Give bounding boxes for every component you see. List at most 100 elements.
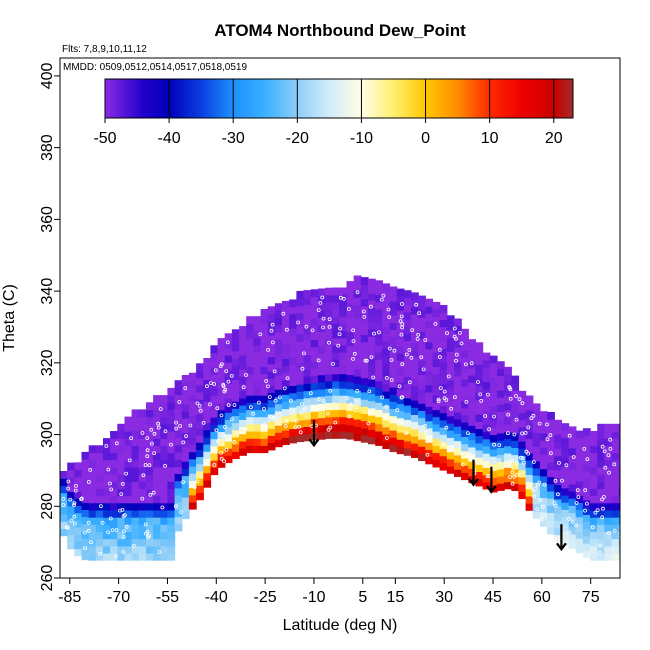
heatmap-cell <box>117 459 126 468</box>
observation-point <box>400 322 405 326</box>
observation-point <box>140 431 145 435</box>
heatmap-cell <box>539 490 548 498</box>
observation-point <box>72 503 76 507</box>
observation-point <box>442 396 447 401</box>
heatmap-cell <box>368 278 376 287</box>
heatmap-cell <box>382 347 391 356</box>
heatmap-cell <box>389 386 398 395</box>
heatmap-cell <box>590 495 598 504</box>
observation-point <box>387 346 392 351</box>
heatmap-cell <box>282 394 290 402</box>
heatmap-cell <box>511 483 520 491</box>
heatmap-cell <box>117 438 126 446</box>
heatmap-cell <box>188 430 197 438</box>
heatmap-cell <box>325 323 333 332</box>
heatmap-cell <box>618 474 620 482</box>
heatmap-cell <box>360 413 369 422</box>
heatmap-cell <box>368 343 376 351</box>
heatmap-cell <box>382 441 391 449</box>
heatmap-cell <box>146 466 154 475</box>
heatmap-cell <box>454 390 462 398</box>
heatmap-cell <box>246 409 254 418</box>
heatmap-cell <box>468 396 477 405</box>
heatmap-cell <box>303 318 312 327</box>
heatmap-cell <box>203 422 212 431</box>
heatmap-cell <box>411 328 419 337</box>
heatmap-cell <box>511 397 520 405</box>
heatmap-cell <box>382 376 391 385</box>
heatmap-cell <box>181 461 190 469</box>
observation-point <box>86 520 91 525</box>
heatmap-cell <box>317 403 326 411</box>
heatmap-cell <box>618 531 620 540</box>
heatmap-cell <box>403 326 412 334</box>
heatmap-cell <box>532 410 541 419</box>
heatmap-cell <box>554 470 562 478</box>
observation-point <box>541 504 545 509</box>
heatmap-cell <box>74 498 83 506</box>
observation-point <box>492 414 496 419</box>
heatmap-cell <box>81 530 90 539</box>
heatmap-cell <box>160 517 169 525</box>
heatmap-cell <box>174 487 183 496</box>
heatmap-cell <box>604 481 613 489</box>
observation-point <box>294 418 299 423</box>
observation-point <box>346 307 351 311</box>
observation-point <box>371 375 376 380</box>
heatmap-cell <box>246 352 254 360</box>
heatmap-cell <box>346 374 355 383</box>
heatmap-cell <box>81 473 90 482</box>
heatmap-cell <box>231 422 240 431</box>
observation-point <box>364 358 369 363</box>
observation-point <box>66 479 71 484</box>
heatmap-cell <box>260 316 269 324</box>
heatmap-cell <box>289 378 297 386</box>
heatmap-cell <box>181 389 190 398</box>
observation-point <box>331 361 335 366</box>
heatmap-cell <box>181 475 190 484</box>
heatmap-cell <box>346 281 355 289</box>
descent-arrow-head <box>308 438 320 448</box>
observation-point <box>510 470 515 475</box>
heatmap-cell <box>482 445 491 454</box>
heatmap-cell <box>124 445 133 454</box>
heatmap-cell <box>382 369 391 378</box>
observation-point <box>197 403 202 408</box>
heatmap-cell <box>368 300 376 308</box>
heatmap-cell <box>203 415 212 424</box>
heatmap-cell <box>138 409 147 418</box>
observation-point <box>387 315 392 319</box>
heatmap-cell <box>618 488 620 497</box>
heatmap-cell <box>547 462 555 470</box>
observation-point <box>293 425 298 430</box>
observation-point <box>476 380 480 384</box>
heatmap-cell <box>461 343 469 351</box>
heatmap-cell <box>525 395 534 404</box>
heatmap-cell <box>582 435 591 444</box>
heatmap-cell <box>289 349 297 358</box>
heatmap-cell <box>138 495 147 504</box>
heatmap-cell <box>382 405 391 414</box>
heatmap-cell <box>260 373 269 382</box>
heatmap-cell <box>296 312 305 321</box>
observation-point <box>69 518 74 523</box>
observation-point <box>537 421 542 426</box>
heatmap-cell <box>224 397 233 406</box>
heatmap-cell <box>246 366 254 375</box>
heatmap-cell <box>547 440 555 449</box>
heatmap-cell <box>346 360 355 368</box>
observation-point <box>104 444 109 448</box>
heatmap-cell <box>389 336 398 345</box>
heatmap-cell <box>597 545 605 554</box>
observation-point <box>73 488 78 493</box>
heatmap-cell <box>160 509 169 518</box>
heatmap-cell <box>568 534 577 542</box>
heatmap-cell <box>368 436 376 445</box>
heatmap-cell <box>360 305 369 314</box>
heatmap-cell <box>296 362 305 371</box>
heatmap-cell <box>239 440 247 449</box>
heatmap-cell <box>611 466 620 475</box>
observation-point <box>469 361 474 366</box>
heatmap-cell <box>224 448 233 456</box>
heatmap-cell <box>153 402 161 411</box>
